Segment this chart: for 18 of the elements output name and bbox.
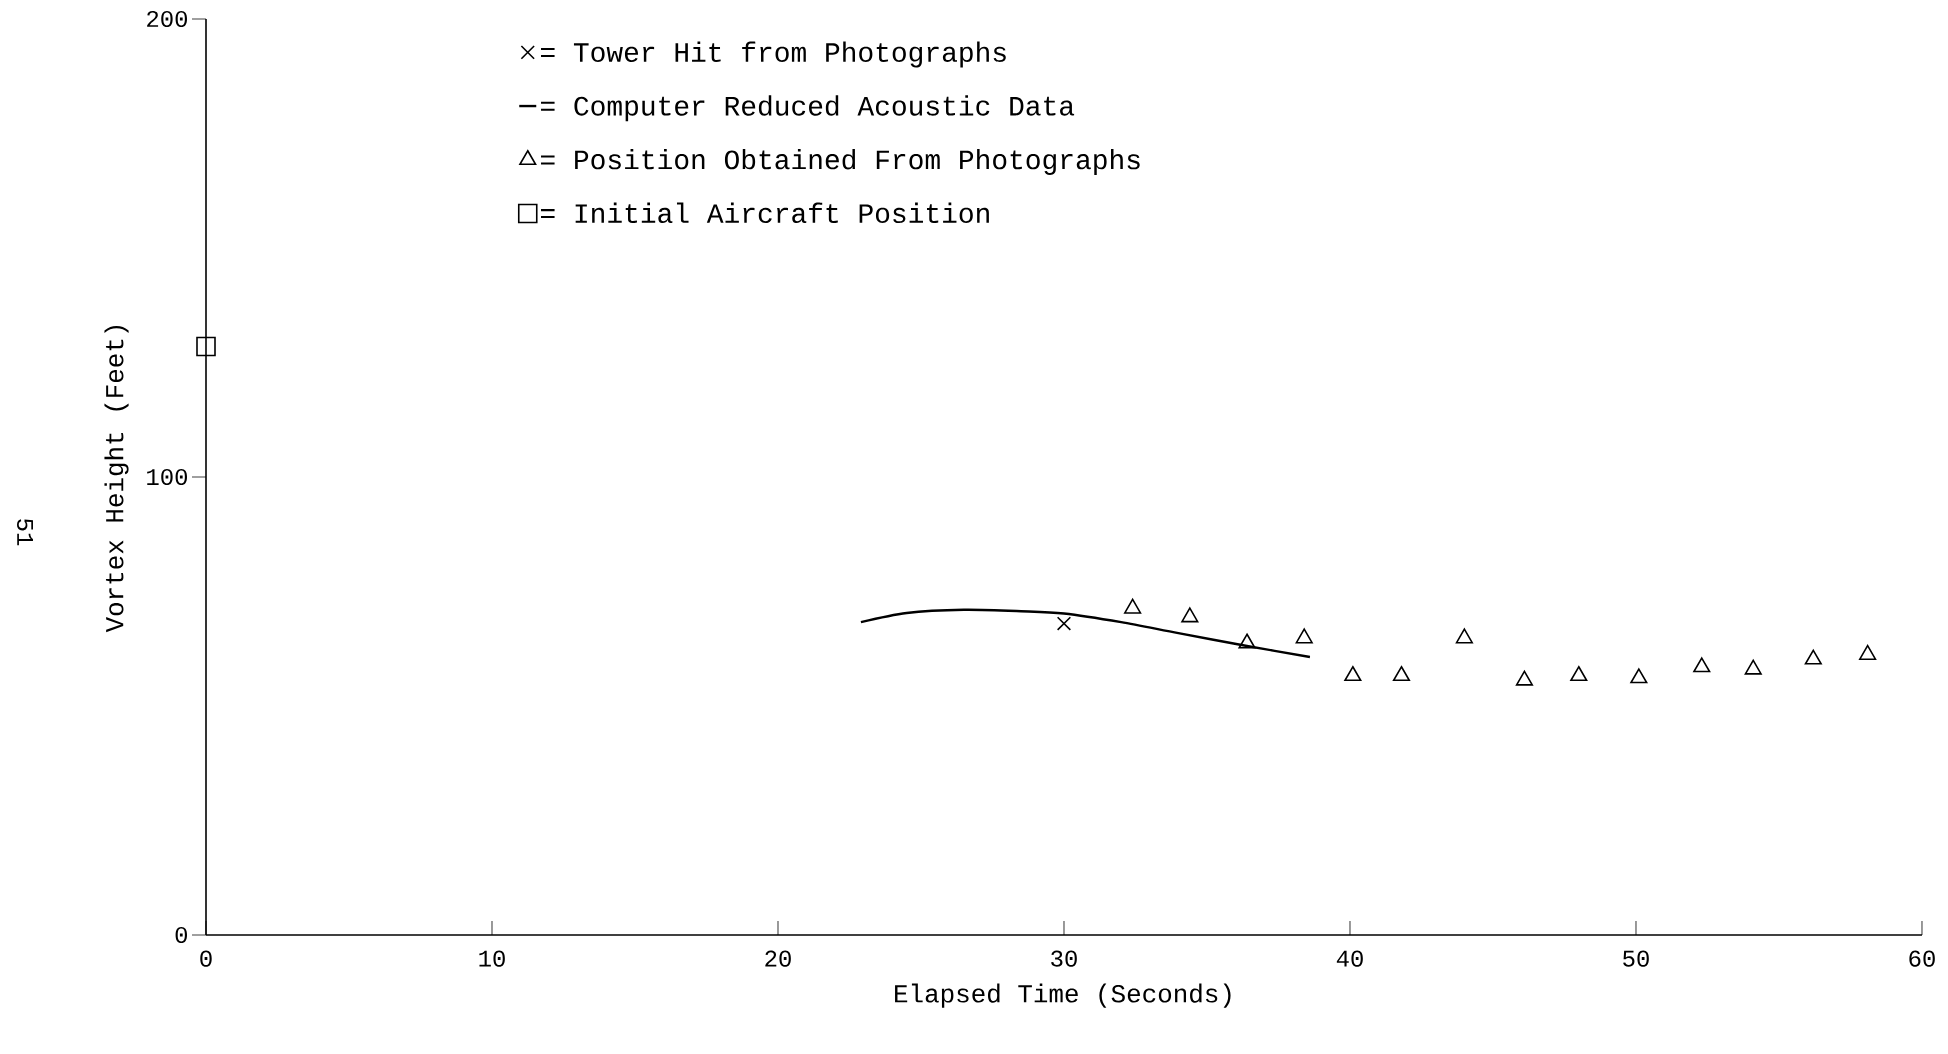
x-tick-label: 0 bbox=[200, 950, 212, 967]
y-tick-label: 0 bbox=[175, 926, 188, 944]
x-tick-label: 60 bbox=[1909, 950, 1935, 967]
x-tick-label: 30 bbox=[1051, 950, 1077, 967]
legend-label: = Position Obtained From Photographs bbox=[541, 148, 1140, 175]
legend-label: = Tower Hit from Photographs bbox=[541, 41, 1006, 68]
x-tick-label: 10 bbox=[479, 950, 505, 967]
line-series bbox=[859, 608, 1312, 659]
x-tick-label: 40 bbox=[1336, 950, 1363, 967]
y-tick-label: 200 bbox=[147, 10, 187, 28]
x-tick-label: 50 bbox=[1623, 950, 1649, 967]
x-axis-title: Elapsed Time (Seconds) bbox=[895, 983, 1231, 1008]
y-axis-title: Vortex Height (Feet) bbox=[104, 325, 129, 633]
legend-label: = Computer Reduced Acoustic Data bbox=[541, 95, 1075, 122]
legend-label: = Initial Aircraft Position bbox=[541, 202, 989, 224]
x-tick-label: 20 bbox=[765, 950, 791, 967]
y-tick-label: 100 bbox=[147, 468, 187, 486]
text: 51 bbox=[17, 519, 33, 546]
